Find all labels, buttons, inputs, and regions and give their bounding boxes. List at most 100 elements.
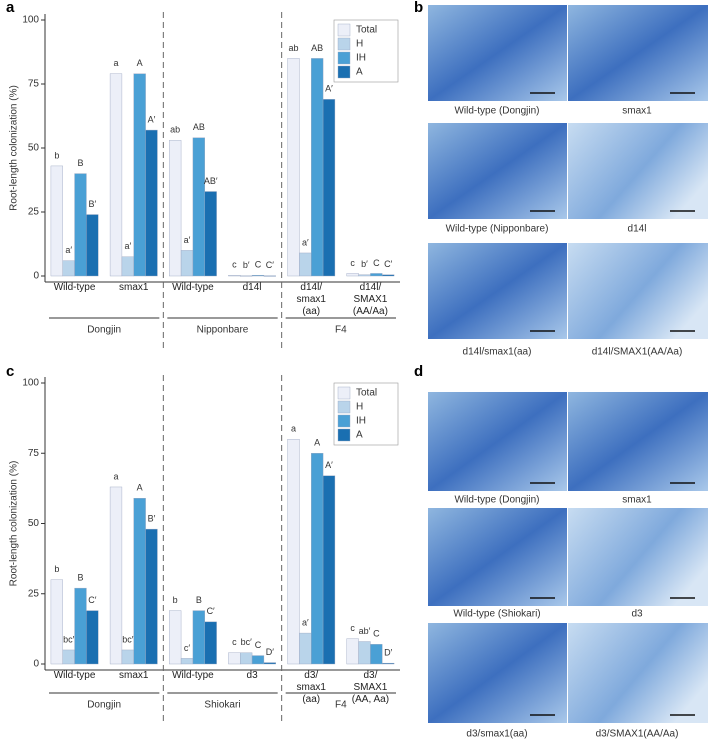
x-tick-label: d14l/ smax1 (aa): [296, 282, 326, 317]
y-axis-label: Root-length colonization (%): [9, 85, 20, 211]
bar: [299, 632, 312, 665]
legend-swatch: [337, 414, 351, 428]
micrograph: [428, 5, 567, 101]
bar: [121, 256, 134, 277]
x-tick-label: d3/ SMAX1 (AA, Aa): [351, 670, 390, 705]
legend-label: Total: [356, 25, 377, 36]
bar: [133, 73, 146, 277]
legend-swatch: [337, 23, 351, 37]
legend-swatch: [337, 37, 351, 51]
significance-letter: a′: [302, 617, 309, 627]
caption: Wild-type (Nipponbare): [446, 224, 549, 235]
significance-letter: bc′: [241, 637, 253, 647]
y-tick-label: 0: [33, 271, 39, 282]
significance-letter: C′: [266, 260, 274, 270]
significance-letter: B: [77, 573, 83, 583]
significance-letter: C: [255, 260, 262, 270]
y-tick-label: 0: [33, 659, 39, 670]
significance-letter: b′: [243, 260, 250, 270]
y-tick-label: 75: [28, 79, 40, 90]
micrograph: [568, 623, 708, 723]
panel-label: b: [414, 0, 423, 16]
legend-swatch: [337, 51, 351, 65]
significance-letter: A′: [325, 460, 333, 470]
bar: [74, 173, 87, 277]
significance-letter: C′: [88, 595, 96, 605]
caption: d3/SMAX1(AA/Aa): [596, 729, 679, 740]
caption: d14l/SMAX1(AA/Aa): [592, 347, 683, 358]
significance-letter: a: [113, 58, 118, 68]
significance-letter: c: [350, 258, 355, 268]
bar: [50, 579, 63, 665]
bar: [62, 649, 75, 665]
legend-swatch: [337, 428, 351, 442]
y-tick-label: 100: [22, 378, 39, 389]
micrograph: [428, 243, 567, 339]
bar: [263, 662, 276, 665]
x-tick-label: smax1: [119, 282, 149, 293]
bar: [346, 273, 359, 277]
caption: Wild-type (Dongjin): [454, 106, 539, 117]
bar: [382, 274, 395, 277]
bar: [192, 137, 205, 277]
y-tick-label: 50: [28, 143, 40, 154]
panel-label: d: [414, 363, 423, 380]
bar: [145, 129, 158, 277]
bar: [370, 273, 383, 277]
bar: [180, 658, 194, 665]
significance-letter: a′: [184, 235, 191, 245]
group-label: Nipponbare: [197, 325, 249, 336]
bar: [145, 528, 158, 665]
significance-letter: c: [350, 623, 355, 633]
bar: [204, 191, 217, 277]
significance-letter: b: [54, 564, 59, 574]
significance-letter: C: [373, 258, 380, 268]
significance-letter: ab′: [359, 626, 371, 636]
significance-letter: B′: [148, 513, 156, 523]
y-tick-label: 25: [28, 588, 40, 599]
bar: [109, 73, 123, 277]
bar: [251, 275, 265, 277]
panel-label: a: [6, 0, 15, 16]
micrograph: [568, 508, 708, 606]
legend-label: A: [356, 430, 363, 441]
micrograph: [568, 123, 708, 219]
significance-letter: D′: [266, 647, 274, 657]
x-tick-label: d3/ smax1 (aa): [296, 670, 326, 705]
significance-letter: D′: [384, 648, 392, 658]
bar: [358, 274, 371, 277]
bar: [370, 644, 383, 665]
bar: [74, 587, 87, 665]
bar: [287, 58, 300, 277]
micrograph: [428, 392, 567, 491]
significance-letter: C: [373, 629, 380, 639]
significance-letter: A′: [325, 84, 333, 94]
legend-swatch: [337, 65, 351, 79]
bar: [86, 214, 99, 277]
bar: [180, 250, 194, 277]
group-label: Shiokari: [204, 700, 240, 711]
y-tick-label: 100: [22, 15, 39, 26]
bar: [121, 649, 134, 665]
micrographs: [428, 5, 708, 723]
group-label: F4: [335, 325, 347, 336]
bar: [287, 439, 300, 665]
significance-letter: a′: [124, 241, 131, 251]
bar: [133, 498, 146, 665]
bar: [311, 453, 324, 665]
significance-letter: ab: [288, 43, 298, 53]
significance-letter: C′: [207, 606, 215, 616]
significance-letter: A: [137, 58, 143, 68]
significance-letter: B: [196, 595, 202, 605]
caption: smax1: [622, 106, 652, 117]
significance-letter: a′: [65, 245, 72, 255]
bar: [358, 641, 371, 665]
bar: [240, 652, 253, 665]
significance-letter: b: [173, 595, 178, 605]
x-tick-label: Wild-type: [172, 282, 214, 293]
legend-swatch: [337, 400, 351, 414]
bar: [263, 275, 276, 277]
bar: [228, 652, 241, 665]
